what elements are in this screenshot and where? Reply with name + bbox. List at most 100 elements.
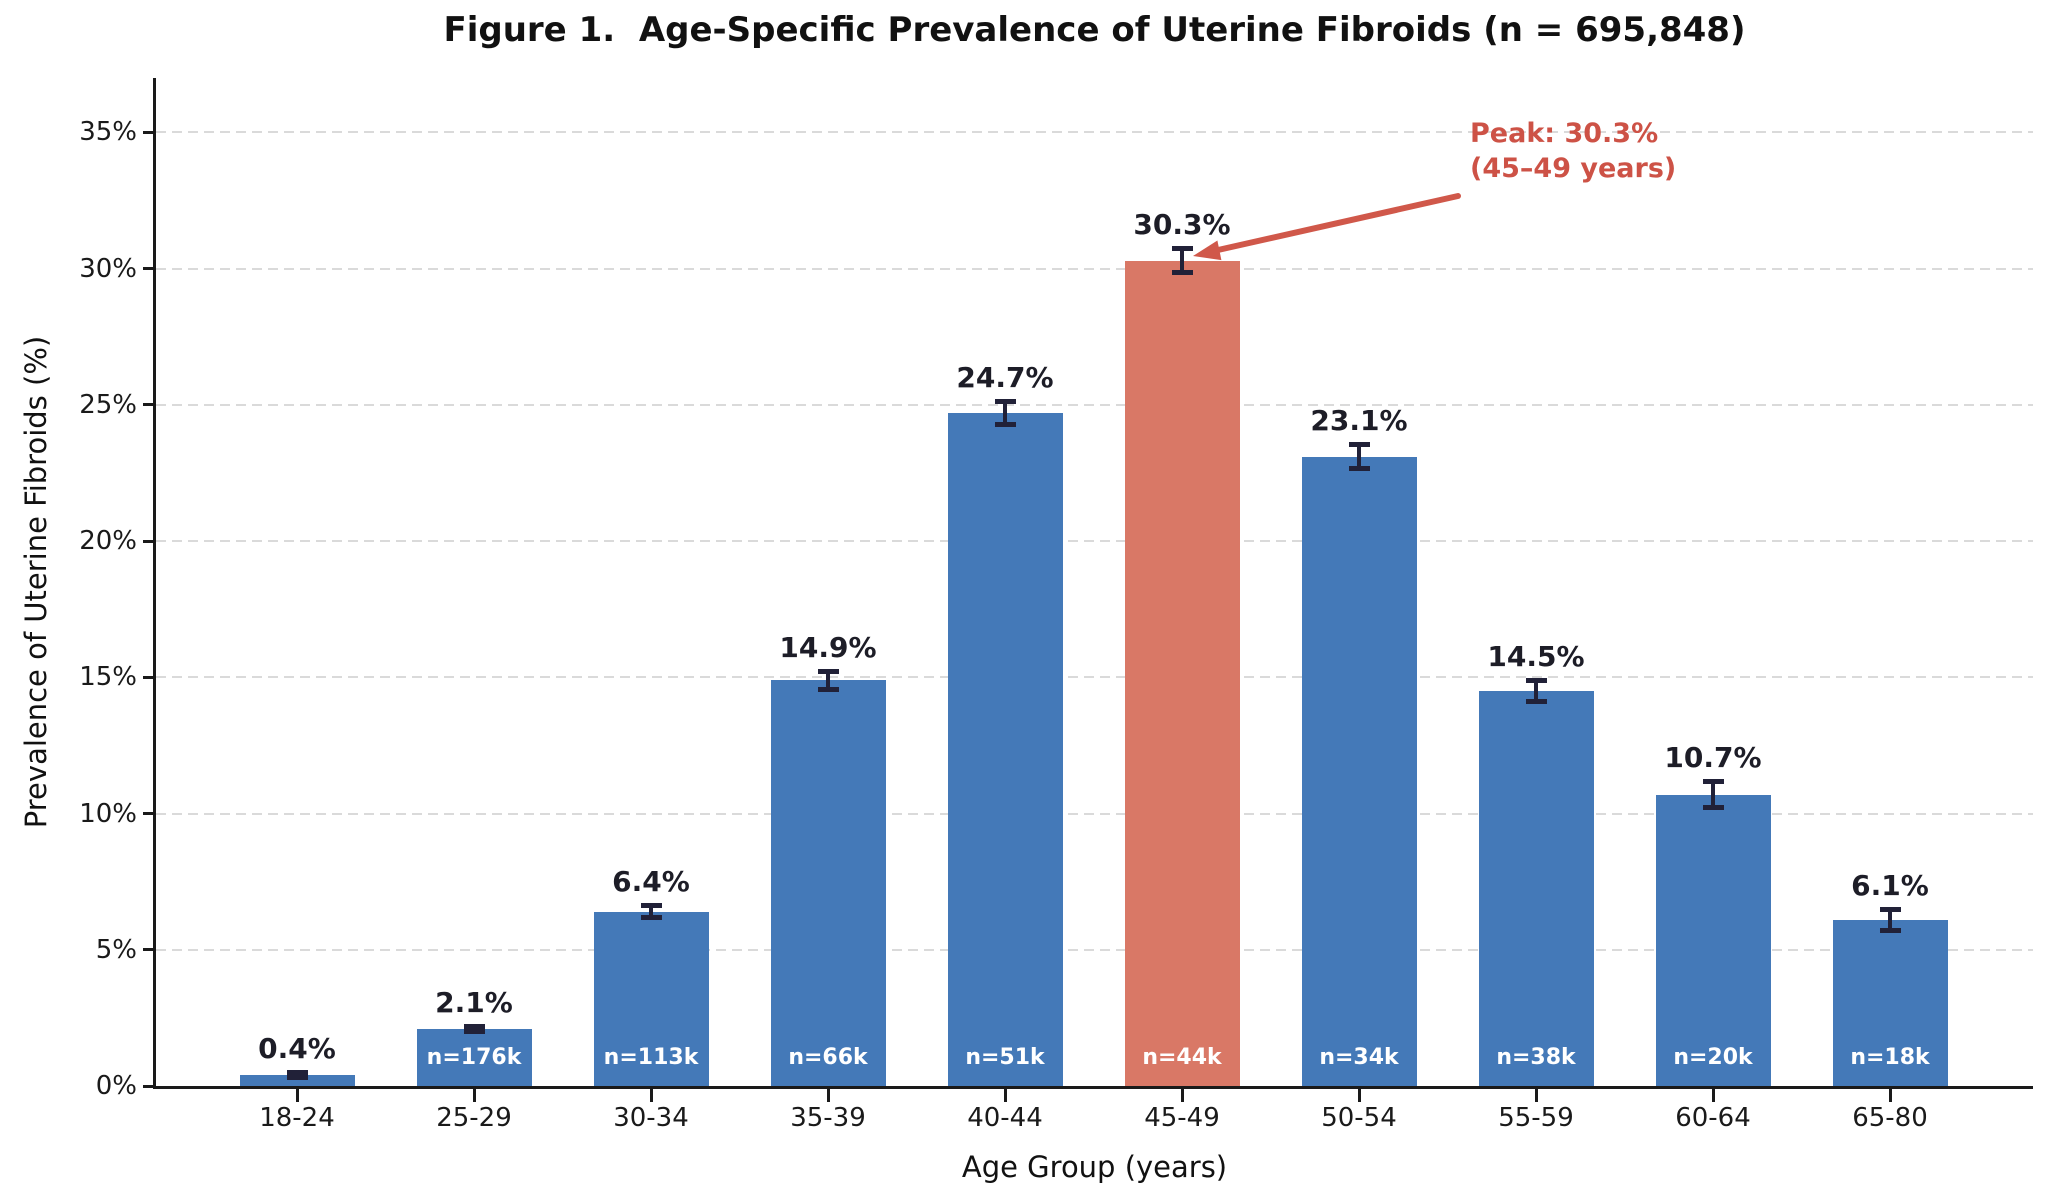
error-cap-top-55-59 bbox=[1525, 678, 1547, 684]
error-cap-top-25-29 bbox=[463, 1023, 485, 1029]
error-cap-bottom-35-39 bbox=[817, 686, 839, 692]
x-tick-mark-50-54 bbox=[1357, 1089, 1361, 1102]
peak-annotation-line1: Peak: 30.3% bbox=[1470, 118, 1659, 149]
value-label-25-29: 2.1% bbox=[435, 985, 513, 1019]
bar-50-54 bbox=[1301, 456, 1417, 1086]
error-cap-top-65-80 bbox=[1879, 906, 1901, 912]
y-tick-label-10: 10% bbox=[79, 798, 137, 829]
x-tick-label-40-44: 40-44 bbox=[967, 1103, 1043, 1133]
y-tick-mark-5 bbox=[143, 948, 154, 952]
error-bar-55-59 bbox=[1534, 680, 1538, 702]
error-cap-bottom-18-24 bbox=[286, 1074, 308, 1080]
x-tick-label-30-34: 30-34 bbox=[613, 1103, 689, 1133]
error-bar-65-80 bbox=[1888, 908, 1892, 931]
error-cap-top-35-39 bbox=[817, 668, 839, 674]
y-tick-mark-0 bbox=[143, 1084, 154, 1088]
x-tick-label-55-59: 55-59 bbox=[1498, 1103, 1574, 1133]
error-bar-45-49 bbox=[1180, 248, 1184, 273]
error-cap-top-40-44 bbox=[994, 398, 1016, 404]
bar-40-44 bbox=[947, 413, 1063, 1086]
gridline-35pct bbox=[156, 131, 2033, 134]
gridline-30pct bbox=[156, 267, 2033, 270]
error-cap-top-60-64 bbox=[1702, 778, 1724, 784]
bar-18-24 bbox=[239, 1075, 355, 1086]
n-label-30-34: n=113k bbox=[603, 1045, 699, 1070]
error-cap-top-50-54 bbox=[1348, 442, 1370, 448]
value-label-55-59: 14.5% bbox=[1487, 640, 1585, 674]
y-tick-mark-15 bbox=[143, 675, 154, 679]
bar-35-39 bbox=[770, 680, 886, 1086]
error-cap-bottom-65-80 bbox=[1879, 927, 1901, 933]
value-label-30-34: 6.4% bbox=[612, 864, 690, 898]
y-axis-spine bbox=[153, 78, 156, 1089]
value-label-45-49: 30.3% bbox=[1133, 208, 1231, 242]
error-bar-60-64 bbox=[1711, 780, 1715, 809]
y-tick-label-15: 15% bbox=[79, 662, 137, 693]
y-tick-label-30: 30% bbox=[79, 253, 137, 284]
x-tick-mark-35-39 bbox=[826, 1089, 830, 1102]
x-tick-mark-40-44 bbox=[1003, 1089, 1007, 1102]
x-axis-spine bbox=[153, 1086, 2033, 1089]
n-label-35-39: n=66k bbox=[788, 1045, 868, 1070]
error-cap-top-45-49 bbox=[1171, 246, 1193, 252]
value-label-18-24: 0.4% bbox=[258, 1032, 336, 1066]
bar-60-64 bbox=[1655, 794, 1771, 1086]
bar-30-34 bbox=[593, 911, 709, 1086]
x-tick-label-25-29: 25-29 bbox=[436, 1103, 512, 1133]
value-label-60-64: 10.7% bbox=[1664, 740, 1762, 774]
x-axis-label: Age Group (years) bbox=[961, 1150, 1228, 1184]
x-tick-mark-65-80 bbox=[1888, 1089, 1892, 1102]
gridline-20pct bbox=[156, 540, 2033, 543]
x-tick-mark-55-59 bbox=[1534, 1089, 1538, 1102]
chart-title: Figure 1. Age-Specific Prevalence of Ute… bbox=[443, 10, 1746, 50]
value-label-40-44: 24.7% bbox=[956, 360, 1054, 394]
x-tick-label-35-39: 35-39 bbox=[790, 1103, 866, 1133]
plot-area: 0.4% 2.1% n=176k 6.4% n=113k 14.9% n=66k 24.7% n… bbox=[156, 78, 2033, 1086]
bar-55-59 bbox=[1478, 690, 1594, 1086]
peak-annotation: Peak: 30.3% (45–49 years) bbox=[1470, 116, 1676, 186]
error-cap-bottom-40-44 bbox=[994, 422, 1016, 428]
value-label-50-54: 23.1% bbox=[1310, 404, 1408, 438]
y-tick-mark-10 bbox=[143, 812, 154, 816]
error-bar-40-44 bbox=[1003, 400, 1007, 426]
y-tick-label-35: 35% bbox=[79, 117, 137, 148]
error-cap-bottom-45-49 bbox=[1171, 269, 1193, 275]
x-tick-mark-18-24 bbox=[295, 1089, 299, 1102]
n-label-45-49: n=44k bbox=[1142, 1045, 1222, 1070]
gridline-15pct bbox=[156, 676, 2033, 679]
error-cap-bottom-55-59 bbox=[1525, 698, 1547, 704]
y-tick-mark-30 bbox=[143, 267, 154, 271]
x-tick-label-45-49: 45-49 bbox=[1144, 1103, 1220, 1133]
y-tick-label-20: 20% bbox=[79, 526, 137, 557]
error-cap-top-18-24 bbox=[286, 1070, 308, 1076]
n-label-60-64: n=20k bbox=[1673, 1045, 1753, 1070]
bar-65-80 bbox=[1832, 919, 1948, 1086]
x-tick-label-50-54: 50-54 bbox=[1321, 1103, 1397, 1133]
error-bar-25-29 bbox=[472, 1025, 476, 1033]
error-cap-bottom-25-29 bbox=[463, 1029, 485, 1035]
error-cap-top-30-34 bbox=[640, 902, 662, 908]
x-tick-label-60-64: 60-64 bbox=[1675, 1103, 1751, 1133]
n-label-65-80: n=18k bbox=[1850, 1045, 1930, 1070]
x-tick-label-18-24: 18-24 bbox=[259, 1103, 335, 1133]
value-label-65-80: 6.1% bbox=[1851, 868, 1929, 902]
peak-annotation-line2: (45–49 years) bbox=[1470, 153, 1677, 184]
error-bar-50-54 bbox=[1357, 444, 1361, 469]
bar-25-29 bbox=[416, 1028, 532, 1086]
y-tick-label-25: 25% bbox=[79, 389, 137, 420]
error-bar-35-39 bbox=[826, 670, 830, 690]
y-tick-mark-25 bbox=[143, 403, 154, 407]
gridline-5pct bbox=[156, 948, 2033, 951]
x-tick-mark-45-49 bbox=[1180, 1089, 1184, 1102]
y-tick-mark-20 bbox=[143, 539, 154, 543]
n-label-25-29: n=176k bbox=[426, 1045, 522, 1070]
y-tick-mark-35 bbox=[143, 130, 154, 134]
n-label-50-54: n=34k bbox=[1319, 1045, 1399, 1070]
error-bar-30-34 bbox=[649, 904, 653, 919]
error-cap-bottom-50-54 bbox=[1348, 465, 1370, 471]
x-tick-label-65-80: 65-80 bbox=[1852, 1103, 1928, 1133]
n-label-40-44: n=51k bbox=[965, 1045, 1045, 1070]
gridline-25pct bbox=[156, 403, 2033, 406]
error-cap-bottom-60-64 bbox=[1702, 805, 1724, 811]
